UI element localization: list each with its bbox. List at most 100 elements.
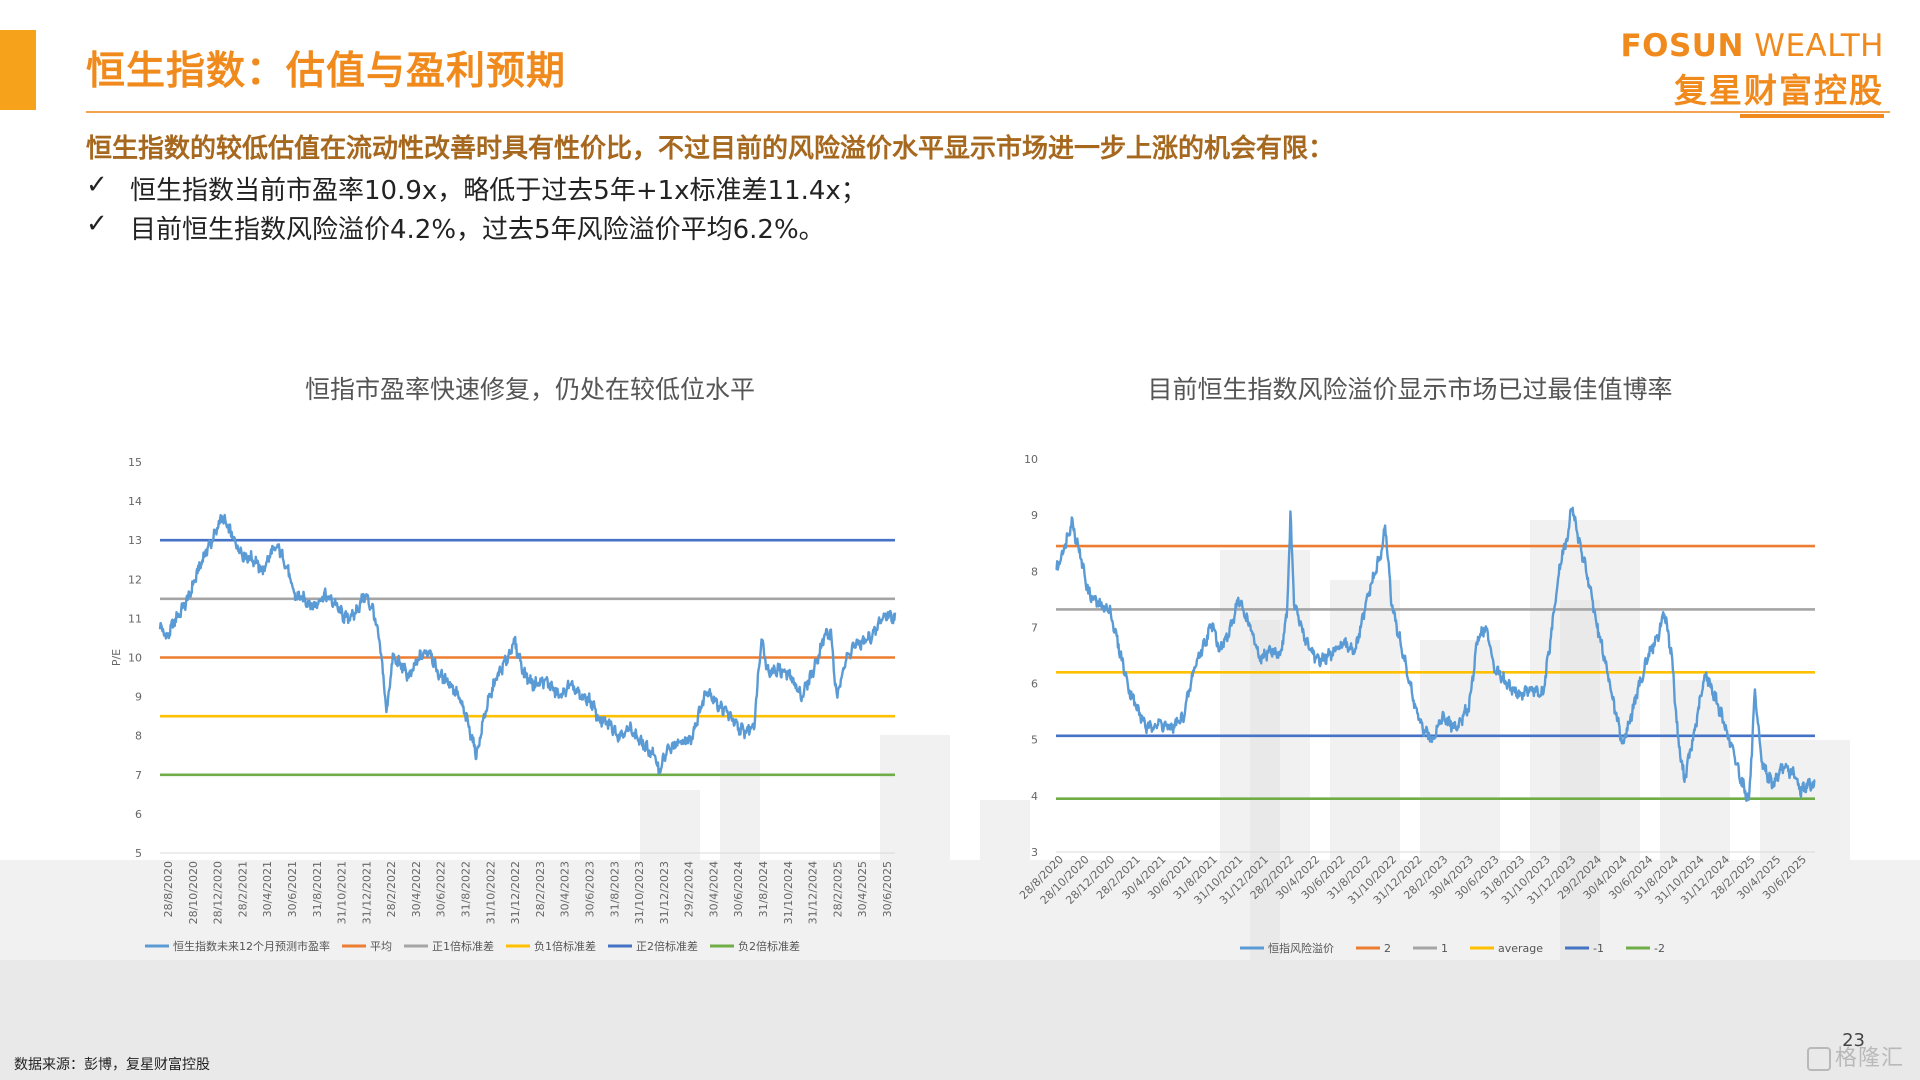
x-tick-label: 28/2/2023	[534, 861, 547, 917]
x-tick-label: 30/4/2023	[559, 861, 572, 917]
x-tick-label: 28/12/2020	[212, 861, 225, 924]
y-tick-label: 9	[1031, 509, 1038, 522]
legend-label: 平均	[370, 940, 392, 953]
y-tick-label: 8	[135, 730, 142, 743]
pe-chart: 5 6 7 8 9 10 11 12 13 14 15 P/E 28/8/2020 28/10/2020 2…	[110, 456, 897, 953]
legend-label: 正1倍标准差	[432, 939, 494, 953]
y-tick-label: 4	[1031, 790, 1038, 803]
x-tick-label: 30/4/2022	[410, 861, 423, 917]
x-tick-label: 30/6/2025	[881, 861, 894, 917]
logo-underline	[1740, 114, 1884, 118]
legend-item-3: 负1倍标准差	[506, 939, 596, 953]
title-divider	[86, 111, 1890, 113]
x-tick-label: 30/4/2021	[261, 861, 274, 917]
x-tick-label: 28/2/2021	[236, 861, 249, 917]
legend-item-1: 2	[1356, 942, 1391, 955]
x-tick-label: 31/10/2024	[782, 861, 795, 924]
legend-item-5: -2	[1626, 942, 1665, 955]
x-tick-label: 29/2/2024	[683, 861, 696, 917]
y-tick-label: 7	[135, 769, 142, 782]
x-tick-label: 31/12/2022	[509, 861, 522, 924]
legend-label: average	[1498, 942, 1543, 955]
x-tick-label: 31/8/2023	[608, 861, 621, 917]
page-title: 恒生指数：估值与盈利预期	[86, 49, 567, 94]
watermark-logo-icon	[1806, 1047, 1831, 1071]
legend-label: 恒指风险溢价	[1268, 941, 1334, 955]
x-tick-label: 30/6/2024	[732, 861, 745, 917]
legend-item-4: 正2倍标准差	[608, 939, 698, 953]
y-tick-label: 6	[1031, 678, 1038, 691]
y-tick-label: 12	[128, 573, 142, 586]
page-number: 23	[1842, 1030, 1865, 1051]
y-tick-label: 5	[135, 847, 142, 860]
x-tick-label: 30/4/2025	[856, 861, 869, 917]
y-tick-label: 7	[1031, 621, 1038, 634]
legend-item-3: average	[1470, 942, 1543, 955]
y-tick-label: 8	[1031, 565, 1038, 578]
data-source: 数据来源：彭博，复星财富控股	[14, 1057, 210, 1073]
x-tick-label: 30/6/2022	[435, 861, 448, 917]
x-tick-label: 28/2/2022	[385, 861, 398, 917]
legend-item-1: 平均	[342, 940, 392, 953]
bullet-text: 恒生指数当前市盈率10.9x，略低于过去5年+1x标准差11.4x；	[130, 176, 867, 206]
legend-item-2: 1	[1413, 942, 1448, 955]
x-tick-label: 28/10/2020	[187, 861, 200, 924]
watermark: 格隆汇	[1806, 1040, 1904, 1072]
summary: 恒生指数的较低估值在流动性改善时具有性价比，不过目前的风险溢价水平显示市场进一步…	[86, 128, 1334, 248]
x-tick-label: 31/10/2023	[633, 861, 646, 924]
y-tick-label: 15	[128, 456, 142, 469]
series-line-0	[1055, 506, 1816, 802]
fosun-wealth-logo: FOSUN WEALTH 复星财富控股	[1620, 28, 1884, 118]
x-tick-label: 30/4/2024	[707, 861, 720, 917]
x-tick-label: 28/8/2020	[162, 861, 175, 917]
legend-label: -2	[1654, 942, 1665, 955]
y-tick-label: 13	[128, 534, 142, 547]
legend-label: 1	[1441, 942, 1448, 955]
check-icon: ✓	[86, 170, 108, 200]
legend-item-0: 恒指风险溢价	[1240, 941, 1334, 955]
x-tick-label: 31/10/2022	[484, 861, 497, 924]
legend-item-2: 正1倍标准差	[404, 939, 494, 953]
legend-item-4: -1	[1565, 942, 1604, 955]
title-accent-bar	[0, 30, 36, 110]
legend-label: -1	[1593, 942, 1604, 955]
bullet-pe: ✓ 恒生指数当前市盈率10.9x，略低于过去5年+1x标准差11.4x；	[86, 170, 1334, 207]
legend-label: 恒生指数未来12个月预测市盈率	[173, 939, 330, 953]
x-tick-label: 31/8/2021	[311, 861, 324, 917]
risk-premium-chart: 34567891028/8/202028/10/202028/12/202028…	[1017, 453, 1816, 955]
watermark-text: 格隆汇	[1834, 1046, 1904, 1071]
legend-label: 2	[1384, 942, 1391, 955]
legend-label: 负1倍标准差	[534, 939, 596, 953]
y-tick-label: 9	[135, 691, 142, 704]
x-tick-label: 31/8/2024	[757, 861, 770, 917]
x-tick-label: 28/2/2025	[831, 861, 844, 917]
chart-title-risk-premium: 目前恒生指数风险溢价显示市场已过最佳值博率	[1147, 375, 1673, 404]
y-axis-label: P/E	[110, 649, 123, 666]
series-line-0	[158, 513, 897, 775]
x-tick-label: 31/12/2021	[360, 861, 373, 924]
x-tick-label: 31/12/2023	[658, 861, 671, 924]
x-tick-label: 31/10/2021	[336, 861, 349, 924]
logo-chinese: 复星财富控股	[1674, 71, 1884, 110]
y-tick-label: 10	[128, 652, 142, 665]
x-tick-label: 31/8/2022	[460, 861, 473, 917]
y-tick-label: 6	[135, 808, 142, 821]
y-tick-label: 5	[1031, 734, 1038, 747]
x-tick-label: 30/6/2021	[286, 861, 299, 917]
legend-item-0: 恒生指数未来12个月预测市盈率	[145, 939, 330, 953]
legend-label: 负2倍标准差	[738, 939, 800, 953]
y-tick-label: 11	[128, 612, 142, 625]
check-icon: ✓	[86, 209, 108, 239]
bullet-text: 目前恒生指数风险溢价4.2%，过去5年风险溢价平均6.2%。	[130, 215, 825, 245]
bullet-risk-premium: ✓ 目前恒生指数风险溢价4.2%，过去5年风险溢价平均6.2%。	[86, 209, 1334, 246]
summary-lead: 恒生指数的较低估值在流动性改善时具有性价比，不过目前的风险溢价水平显示市场进一步…	[86, 134, 1335, 164]
legend-label: 正2倍标准差	[636, 939, 698, 953]
logo-english: FOSUN WEALTH	[1620, 28, 1884, 64]
y-tick-label: 3	[1031, 846, 1038, 859]
legend-item-5: 负2倍标准差	[710, 939, 800, 953]
x-tick-label: 31/12/2024	[807, 861, 820, 924]
y-tick-label: 10	[1024, 453, 1038, 466]
x-tick-label: 30/6/2023	[583, 861, 596, 917]
y-tick-label: 14	[128, 495, 142, 508]
